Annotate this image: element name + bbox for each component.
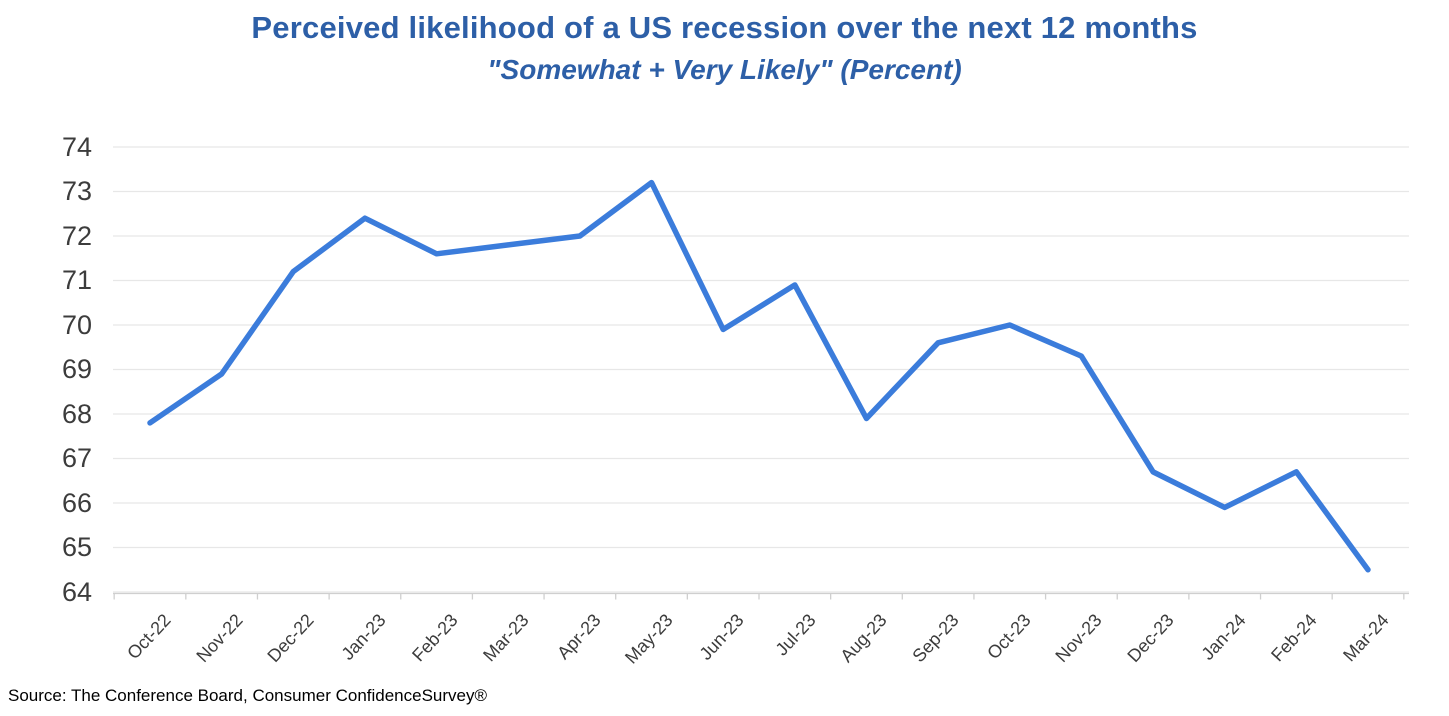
data-line bbox=[147, 179, 1371, 573]
y-axis-label: 73 bbox=[61, 176, 92, 206]
source-note: Source: The Conference Board, Consumer C… bbox=[8, 686, 488, 705]
y-axis-label: 68 bbox=[61, 398, 92, 429]
y-axis-label: 64 bbox=[61, 576, 92, 607]
y-axis-label: 65 bbox=[61, 532, 92, 562]
y-axis-label: 69 bbox=[61, 354, 92, 384]
y-axis-label: 70 bbox=[61, 309, 92, 340]
y-axis-label: 71 bbox=[61, 265, 92, 295]
y-axis-label: 66 bbox=[61, 487, 92, 518]
chart-subtitle: "Somewhat + Very Likely" (Percent) bbox=[487, 54, 962, 85]
y-axis-label: 72 bbox=[61, 220, 92, 251]
y-axis-label: 67 bbox=[61, 443, 92, 473]
chart-title: Perceived likelihood of a US recession o… bbox=[251, 10, 1198, 45]
y-axis-label: 74 bbox=[61, 131, 92, 162]
